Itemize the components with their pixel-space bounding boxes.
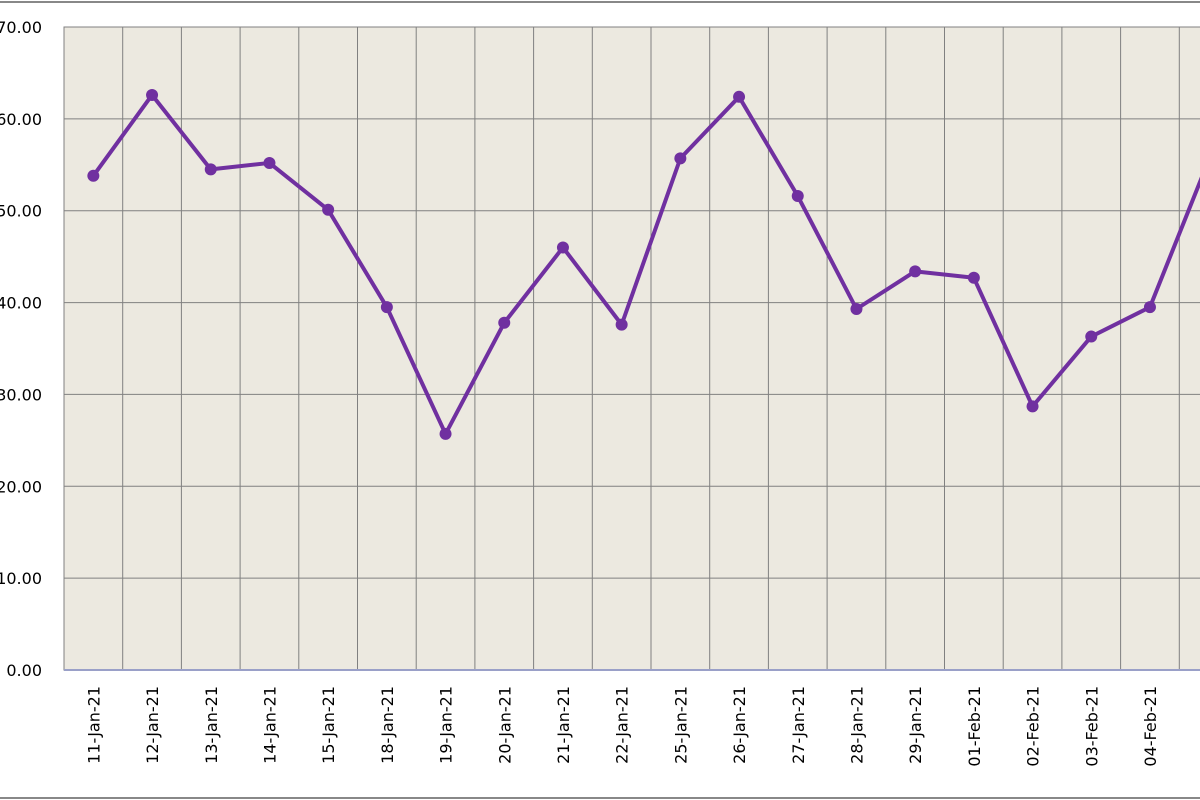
marker [556,241,569,254]
marker [146,88,159,101]
x-tick-label: 21-Jan-21 [554,686,573,764]
marker [615,318,628,331]
x-tick-label: 04-Feb-21 [1141,686,1160,767]
marker [967,271,980,284]
x-tick-label: 15-Jan-21 [319,686,338,764]
marker [263,156,276,169]
x-tick-label: 28-Jan-21 [847,686,866,764]
y-tick-label: 50.00 [0,202,42,221]
marker [1143,301,1156,314]
marker [498,316,511,329]
x-tick-label: 14-Jan-21 [260,686,279,764]
x-tick-label: 27-Jan-21 [789,686,808,764]
x-tick-label: 25-Jan-21 [671,686,690,764]
y-tick-label: 40.00 [0,294,42,313]
line [91,92,1200,436]
marker [87,169,100,182]
x-tick-label: 22-Jan-21 [613,686,632,764]
x-tick-label: 29-Jan-21 [906,686,925,764]
marker [204,163,217,176]
x-tick-label: 12-Jan-21 [143,686,162,764]
x-tick-label: 13-Jan-21 [202,686,221,764]
marker [322,203,335,216]
marker [439,427,452,440]
x-tick-label: 01-Feb-21 [965,686,984,767]
y-tick-label: 20.00 [0,477,42,496]
x-tick-label: 26-Jan-21 [730,686,749,764]
marker [850,303,863,316]
marker [380,301,393,314]
y-tick-label: 0.00 [6,661,42,680]
marker [733,90,746,103]
plot-area [63,26,1200,671]
x-tick-label: 20-Jan-21 [495,686,514,764]
marker [909,265,922,278]
x-tick-label: 11-Jan-21 [84,686,103,764]
marker [1026,400,1039,413]
x-tick-label: 18-Jan-21 [378,686,397,764]
y-tick-label: 70.00 [0,18,42,37]
x-tick-label: 03-Feb-21 [1082,686,1101,767]
y-tick-label: 30.00 [0,385,42,404]
marker [791,190,804,203]
y-tick-label: 60.00 [0,110,42,129]
marker [674,152,687,165]
y-tick-label: 10.00 [0,569,42,588]
x-tick-label: 02-Feb-21 [1024,686,1043,767]
marker [1085,330,1098,343]
x-tick-label: 19-Jan-21 [437,686,456,764]
